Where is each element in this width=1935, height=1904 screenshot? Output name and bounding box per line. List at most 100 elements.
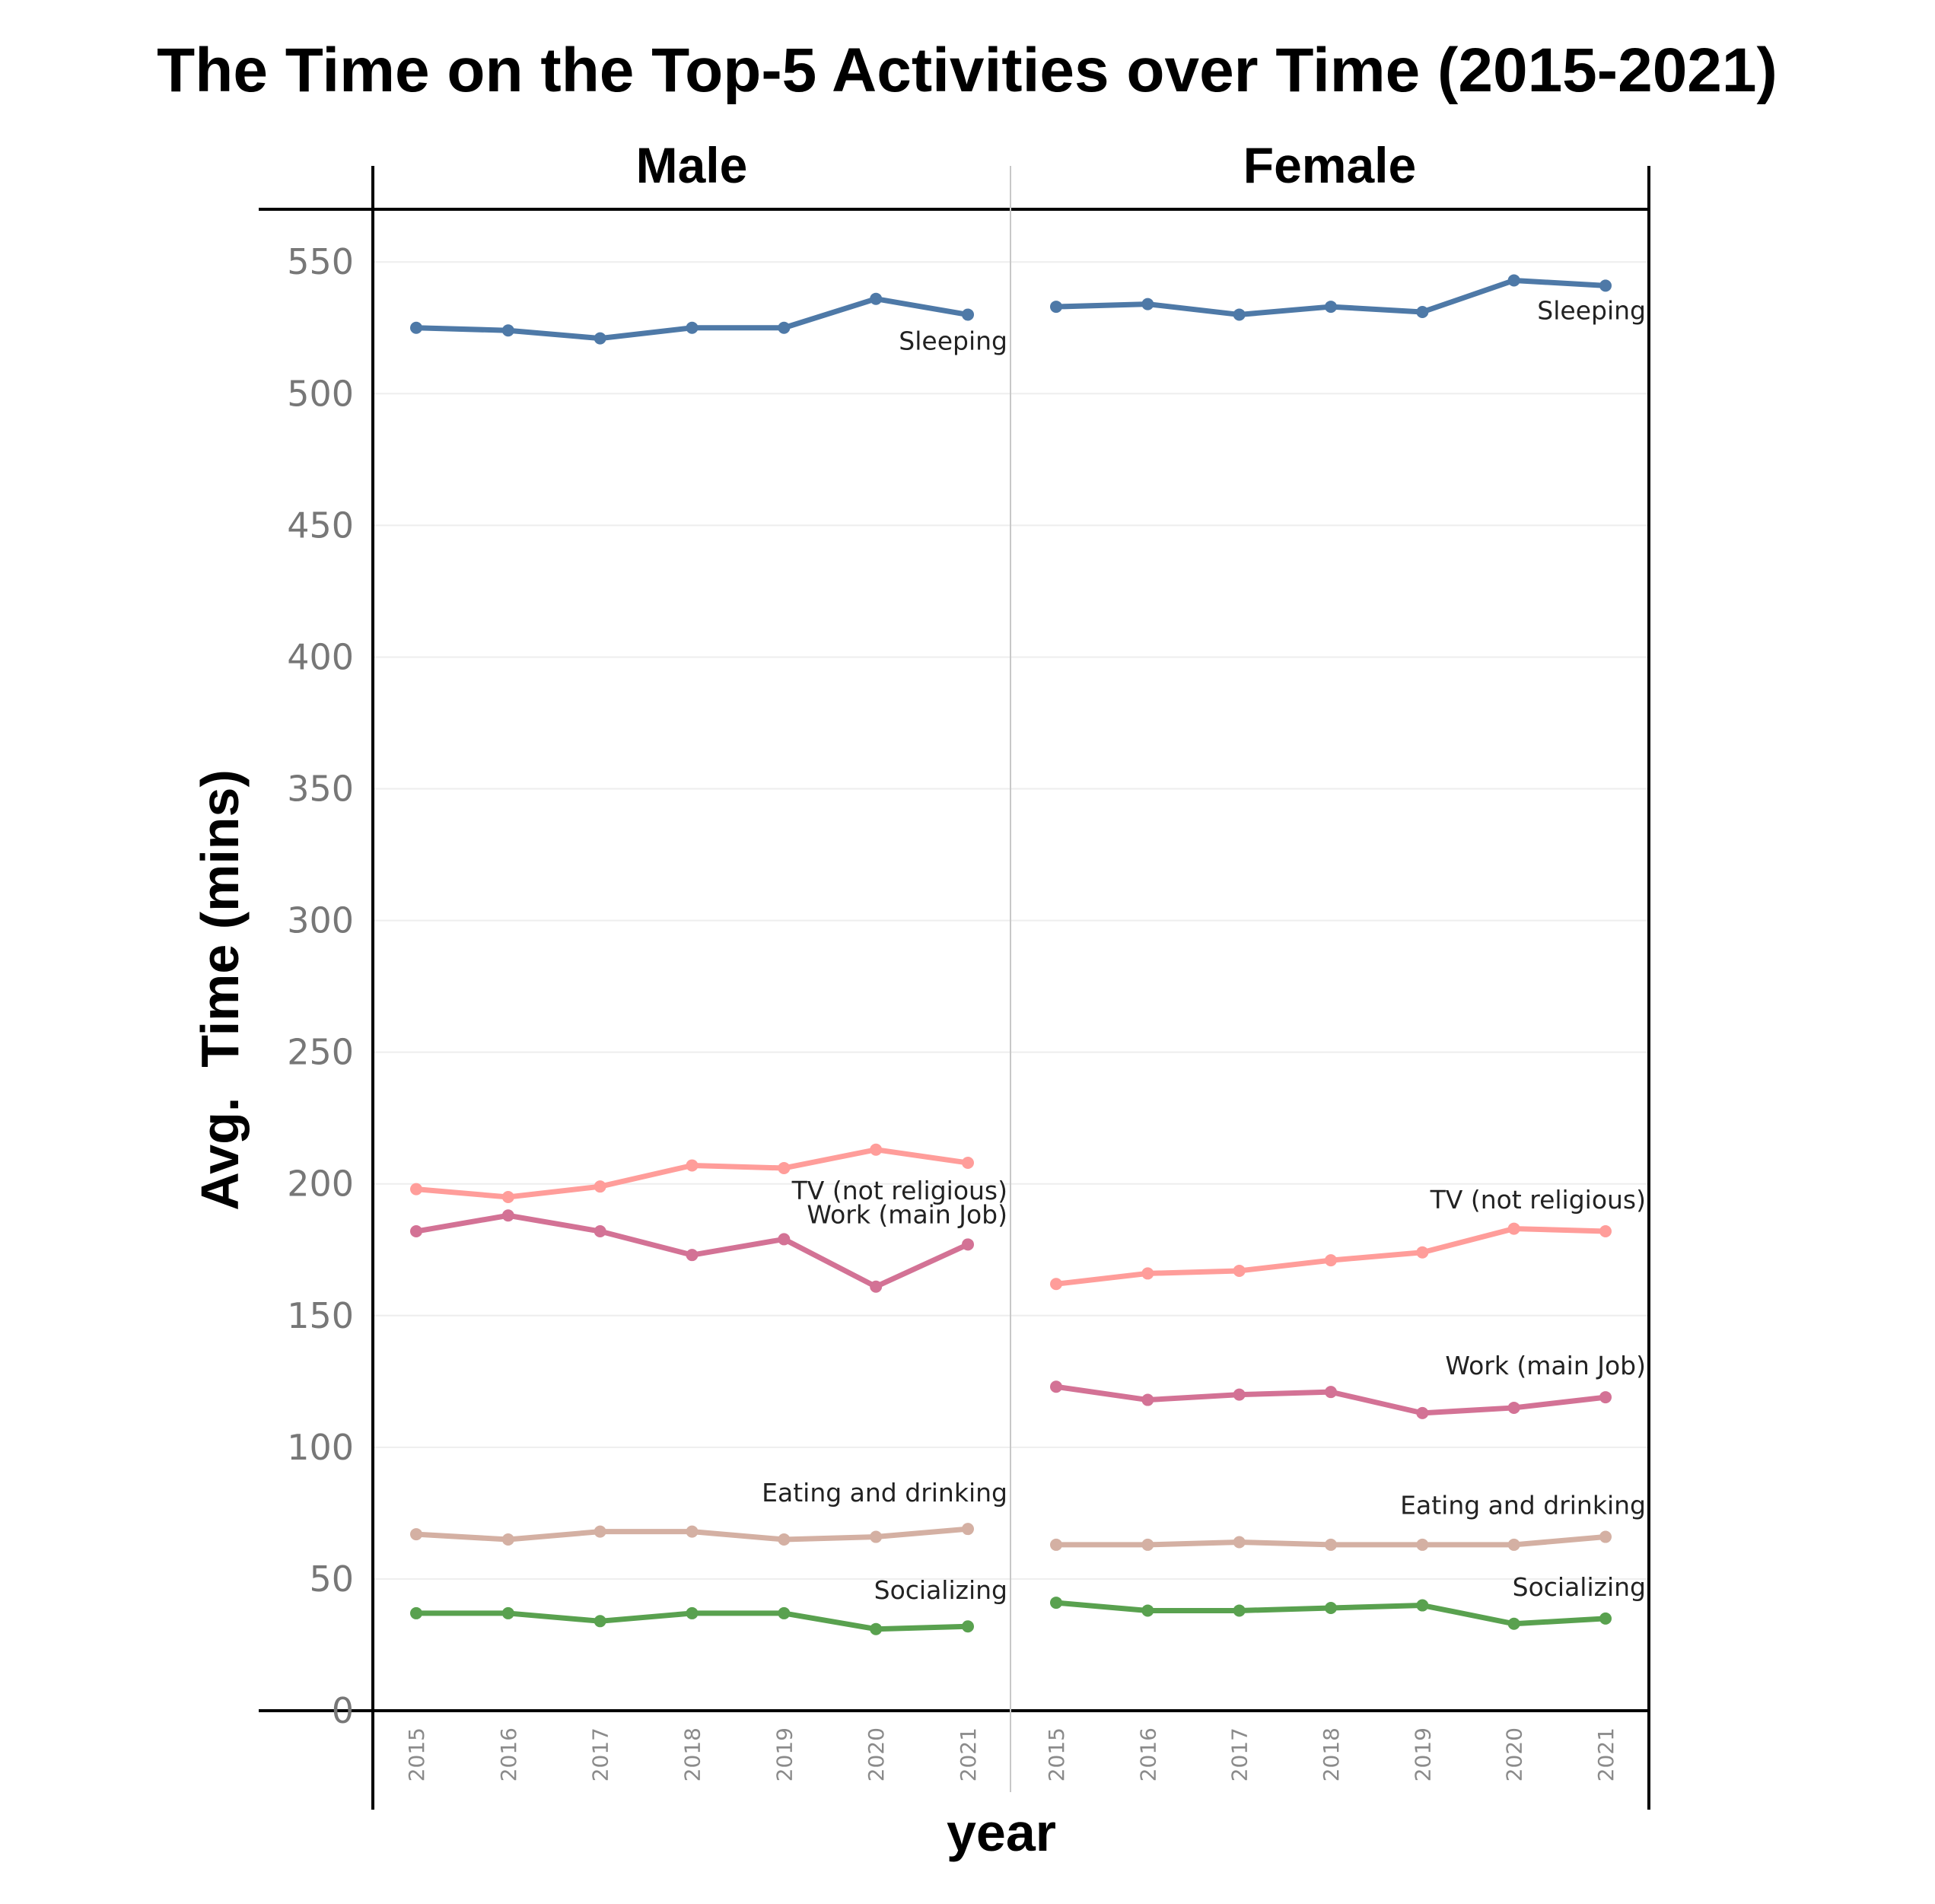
data-point (1599, 279, 1612, 292)
data-point (778, 1233, 791, 1246)
data-point (1507, 274, 1520, 287)
x-tick-label: 2016 (1135, 1727, 1160, 1781)
data-point (1416, 1406, 1429, 1419)
data-point (1141, 1393, 1154, 1406)
data-point (1050, 1597, 1062, 1609)
data-point (1325, 1602, 1337, 1615)
series-label: TV (not religious) (791, 1176, 1007, 1205)
data-point (686, 321, 699, 334)
data-point (1599, 1391, 1612, 1404)
data-point (1233, 1536, 1246, 1549)
data-point (410, 321, 422, 334)
data-point (1050, 1380, 1062, 1393)
data-point (1050, 301, 1062, 314)
data-point (962, 308, 974, 321)
data-point (962, 1157, 974, 1170)
chart-frame (259, 166, 1650, 1810)
data-point (778, 321, 791, 334)
series-label: Work (main Job) (1445, 1351, 1646, 1380)
x-tick-label: 2020 (1502, 1727, 1527, 1781)
series-female-socializing: Socializing (1050, 1572, 1646, 1630)
data-point (501, 1533, 514, 1546)
data-point (1507, 1222, 1520, 1235)
data-point (1507, 1538, 1520, 1551)
data-point (1599, 1225, 1612, 1238)
data-point (686, 1249, 699, 1262)
data-point (1050, 1538, 1062, 1551)
data-point (594, 332, 606, 345)
data-point (1416, 1599, 1429, 1612)
series-male-eating-and-drinking: Eating and drinking (410, 1478, 1007, 1546)
data-point (1141, 1604, 1154, 1617)
series-label: Sleeping (1537, 295, 1646, 325)
data-point (1325, 301, 1337, 314)
chart-title: The Time on the Top-5 Activities over Ti… (157, 36, 1777, 105)
data-point (870, 1143, 883, 1156)
data-point (1141, 298, 1154, 310)
series-male-work-main-job: Work (main Job) (410, 1199, 1007, 1293)
x-tick-label: 2017 (1227, 1727, 1252, 1781)
y-tick-label: 50 (309, 1559, 354, 1600)
series-label: Socializing (1513, 1572, 1646, 1602)
data-point (1599, 1612, 1612, 1625)
data-point (594, 1615, 606, 1628)
y-tick-label: 500 (287, 373, 354, 414)
data-point (501, 1209, 514, 1222)
data-point (870, 1622, 883, 1635)
x-tick-label: 2018 (1319, 1727, 1344, 1781)
data-point (1325, 1386, 1337, 1399)
data-point (686, 1525, 699, 1538)
data-point (594, 1525, 606, 1538)
y-axis-title: Avg. Time (mins) (190, 769, 250, 1211)
x-tick-label: 2017 (588, 1727, 613, 1781)
x-tick-label: 2019 (772, 1727, 797, 1781)
x-tick-label: 2015 (404, 1727, 429, 1781)
series-label: Sleeping (899, 326, 1007, 355)
data-point (686, 1606, 699, 1619)
panel-title-female: Female (1243, 137, 1416, 193)
panel-titles: Male Female (636, 137, 1417, 193)
y-tick-label: 150 (287, 1295, 354, 1336)
series-female-work-main-job: Work (main Job) (1050, 1351, 1646, 1419)
data-point (870, 1280, 883, 1293)
data-point (594, 1225, 606, 1238)
series-label: Eating and drinking (762, 1478, 1007, 1508)
y-tick-label: 0 (332, 1690, 354, 1731)
series-label: Work (main Job) (807, 1199, 1007, 1229)
x-axis: 2015 2016 2017 2018 2019 2020 2021 2015 2016 2017… (404, 1727, 1618, 1781)
y-tick-label: 350 (287, 769, 354, 810)
series-label: Eating and drinking (1400, 1491, 1646, 1520)
data-point (962, 1523, 974, 1536)
x-tick-label: 2019 (1410, 1727, 1435, 1781)
data-point (1050, 1278, 1062, 1291)
x-tick-label: 2018 (680, 1727, 705, 1781)
series-female-eating-and-drinking: Eating and drinking (1050, 1491, 1646, 1551)
data-point (1325, 1538, 1337, 1551)
x-tick-label: 2016 (496, 1727, 521, 1781)
y-tick-label: 200 (287, 1164, 354, 1205)
panel-title-male: Male (636, 137, 748, 193)
y-axis: 0 50 100 150 200 250 300 350 400 450 500 550 (287, 241, 354, 1731)
data-point (594, 1180, 606, 1193)
y-tick-label: 300 (287, 900, 354, 941)
data-point (962, 1620, 974, 1633)
series-label: TV (not religious) (1430, 1185, 1646, 1215)
data-point (1233, 1388, 1246, 1401)
x-tick-label: 2020 (864, 1727, 889, 1781)
series-male-tv-not-religious: TV (not religious) (410, 1143, 1007, 1205)
data-point (1141, 1267, 1154, 1280)
data-point (1233, 1604, 1246, 1617)
series-female-tv-not-religious: TV (not religious) (1050, 1185, 1646, 1291)
data-point (870, 1530, 883, 1543)
data-point (501, 1191, 514, 1204)
data-point (410, 1528, 422, 1541)
data-point (410, 1183, 422, 1196)
data-point (1325, 1254, 1337, 1267)
data-point (778, 1533, 791, 1546)
data-point (1233, 308, 1246, 321)
series-female-sleeping: Sleeping (1050, 274, 1646, 325)
data-point (410, 1606, 422, 1619)
data-point (778, 1161, 791, 1174)
data-point (1599, 1530, 1612, 1543)
